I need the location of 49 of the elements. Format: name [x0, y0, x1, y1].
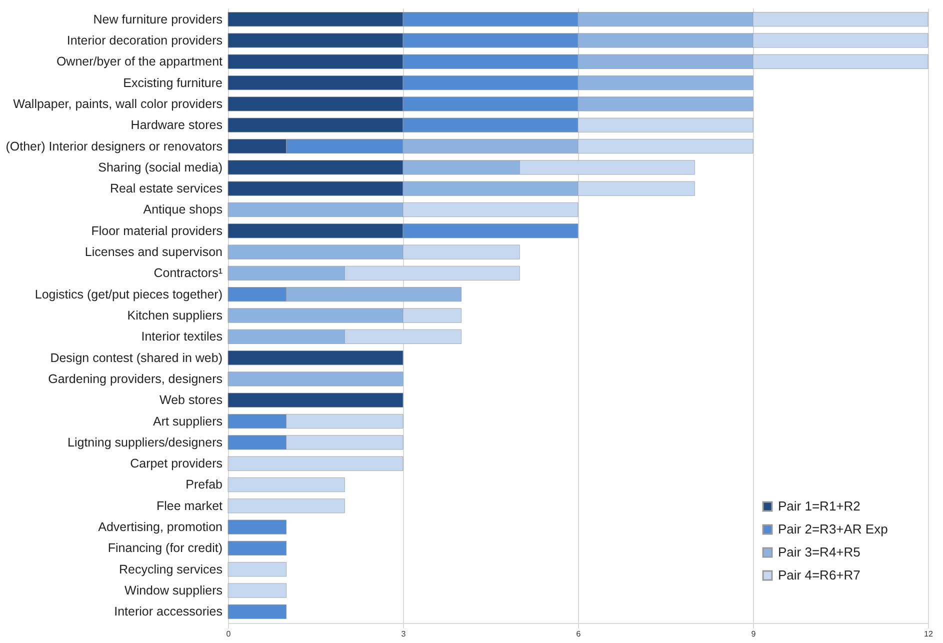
bar — [228, 350, 404, 366]
bar — [228, 498, 345, 514]
y-tick-label: Interior accessories — [114, 604, 222, 619]
y-tick-label: Carpet providers — [130, 456, 222, 471]
y-tick-label: Ligtning suppliers/designers — [68, 435, 222, 450]
legend-label: Pair 4=R6+R7 — [778, 568, 860, 582]
y-tick-label: Floor material providers — [91, 224, 222, 238]
bar — [228, 392, 404, 408]
bar — [228, 583, 287, 598]
y-tick-label: Prefab — [186, 478, 223, 492]
y-tick-label: Financing (for credit) — [108, 541, 222, 556]
y-tick-label: Hardware stores — [130, 118, 222, 132]
bar — [228, 372, 404, 386]
y-tick-label: Kitchen suppliers — [127, 308, 222, 322]
y-tick-label: Wallpaper, paints, wall color providers — [13, 96, 222, 111]
y-tick-label: Logistics (get/put pieces together) — [34, 287, 222, 302]
y-tick-label: Antique shops — [143, 202, 222, 217]
legend-label: Pair 2=R3+AR Exp — [778, 522, 888, 536]
y-tick-label: (Other) Interior designers or renovators — [6, 139, 222, 154]
y-tick-label: New furniture providers — [93, 12, 222, 26]
y-tick-label: Interior textiles — [141, 330, 222, 344]
x-tick-label: 9 — [751, 630, 756, 638]
y-tick-label: Contractors¹ — [154, 266, 222, 280]
y-tick-label: Interior decoration providers — [66, 33, 222, 48]
bar — [228, 562, 287, 577]
legend-label: Pair 3=R4+R5 — [778, 544, 860, 560]
legend-label: Pair 1=R1+R2 — [778, 498, 860, 514]
y-tick-label: Excisting furniture — [123, 76, 223, 90]
y-tick-label: Real estate services — [110, 182, 222, 196]
x-tick-label: 6 — [576, 630, 582, 638]
bar — [228, 520, 287, 534]
bar — [228, 477, 345, 492]
y-tick-label: Advertising, promotion — [98, 520, 223, 534]
y-tick-label: Flee market — [156, 498, 224, 513]
x-tick-label: 0 — [226, 630, 232, 638]
bar — [228, 540, 287, 556]
y-tick-label: Design contest (shared in web) — [50, 350, 222, 365]
y-tick-label: Licenses and supervison — [84, 245, 223, 260]
y-tick-label: Gardening providers, designers — [48, 372, 222, 386]
bar — [228, 456, 404, 471]
x-tick-label: 3 — [401, 630, 406, 638]
y-tick-label: Art suppliers — [153, 414, 222, 428]
bar — [228, 604, 287, 619]
y-tick-label: Owner/byer of the appartment — [56, 54, 224, 69]
x-tick-label: 12 — [924, 630, 934, 638]
y-tick-label: Web stores — [160, 393, 222, 408]
y-tick-label: Sharing (social media) — [98, 160, 222, 174]
y-tick-label: Recycling services — [118, 562, 222, 576]
y-tick-label: Window suppliers — [124, 584, 222, 598]
